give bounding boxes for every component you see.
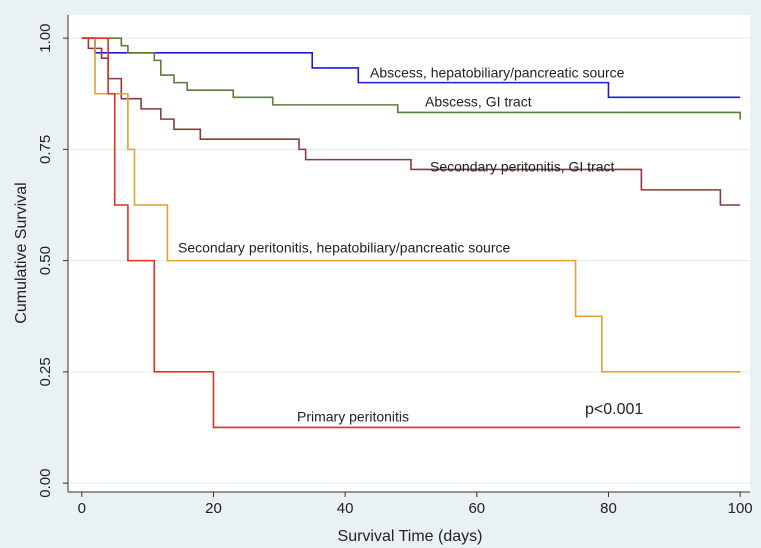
curve-label: Primary peritonitis (297, 409, 409, 425)
y-tick-label: 0.75 (37, 135, 54, 164)
survival-curve (81, 37, 741, 120)
curve-label: Secondary peritonitis, hepatobiliary/pan… (178, 240, 511, 256)
plot-area (68, 15, 750, 492)
x-axis-title: Survival Time (days) (338, 528, 483, 545)
x-tick-label: 60 (468, 500, 485, 517)
x-tick-label: 0 (78, 500, 86, 517)
x-tick-label: 20 (205, 500, 222, 517)
y-tick-label: 0.50 (37, 246, 54, 275)
x-tick-label: 80 (600, 500, 617, 517)
y-tick-label: 0.00 (37, 468, 54, 497)
y-tick-label: 0.25 (37, 357, 54, 386)
y-axis-title: Cumulative Survival (13, 182, 30, 323)
p-value: p<0.001 (585, 401, 643, 418)
x-tick-label: 40 (337, 500, 354, 517)
x-tick-label: 100 (728, 500, 753, 517)
curve-label: Abscess, hepatobiliary/pancreatic source (370, 65, 625, 81)
survival-curve (81, 37, 741, 429)
curve-label: Secondary peritonitis, GI tract (430, 159, 615, 175)
y-tick-label: 1.00 (37, 24, 54, 53)
survival-curve (81, 37, 741, 373)
curve-label: Abscess, GI tract (425, 94, 532, 110)
survival-curve (81, 37, 741, 206)
